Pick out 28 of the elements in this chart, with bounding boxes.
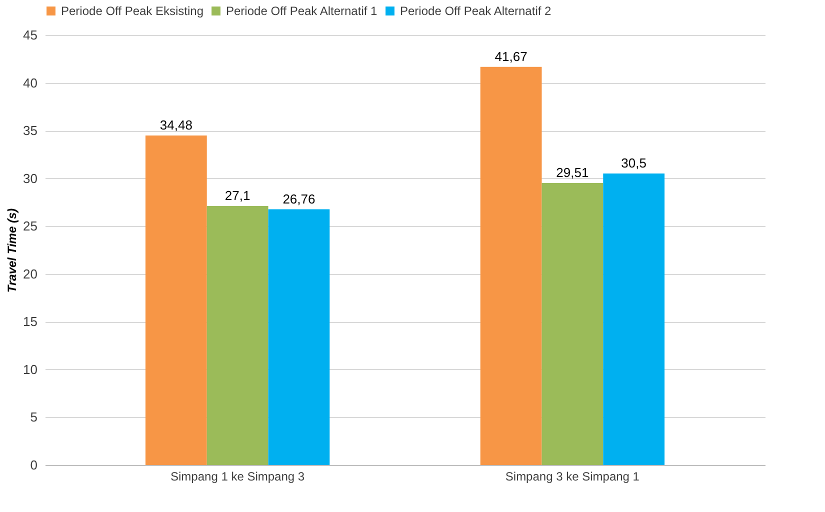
legend-label: Periode Off Peak Eksisting (61, 4, 204, 18)
x-tick-label: Simpang 3 ke Simpang 1 (505, 470, 640, 484)
legend-label: Periode Off Peak Alternatif 2 (400, 4, 552, 18)
bar (603, 174, 665, 465)
data-label: 41,67 (494, 48, 528, 64)
bar (206, 206, 268, 465)
data-label: 29,51 (556, 165, 589, 180)
bar (145, 136, 207, 465)
y-tick-label: 20 (23, 266, 38, 282)
y-tick-label: 35 (23, 123, 38, 138)
y-tick-label: 40 (23, 75, 38, 90)
data-label: 26,76 (282, 191, 316, 206)
legend-label: Periode Off Peak Alternatif 1 (226, 4, 378, 18)
bar (268, 209, 330, 465)
x-tick-label: Simpang 1 ke Simpang 3 (170, 470, 305, 484)
y-tick-label: 5 (30, 410, 38, 425)
y-tick-label: 30 (23, 170, 38, 186)
y-tick-label: 15 (23, 314, 38, 330)
bar (542, 183, 604, 465)
y-tick-label: 0 (30, 458, 38, 472)
data-label: 30,5 (621, 156, 646, 171)
y-tick-label: 45 (23, 28, 38, 42)
y-axis-title: Travel Time (s) (5, 208, 20, 293)
y-tick-label: 10 (23, 362, 38, 377)
data-label: 27,1 (224, 188, 250, 204)
y-tick-label: 25 (23, 218, 38, 234)
data-label: 34,48 (160, 118, 192, 133)
bar (480, 66, 542, 465)
